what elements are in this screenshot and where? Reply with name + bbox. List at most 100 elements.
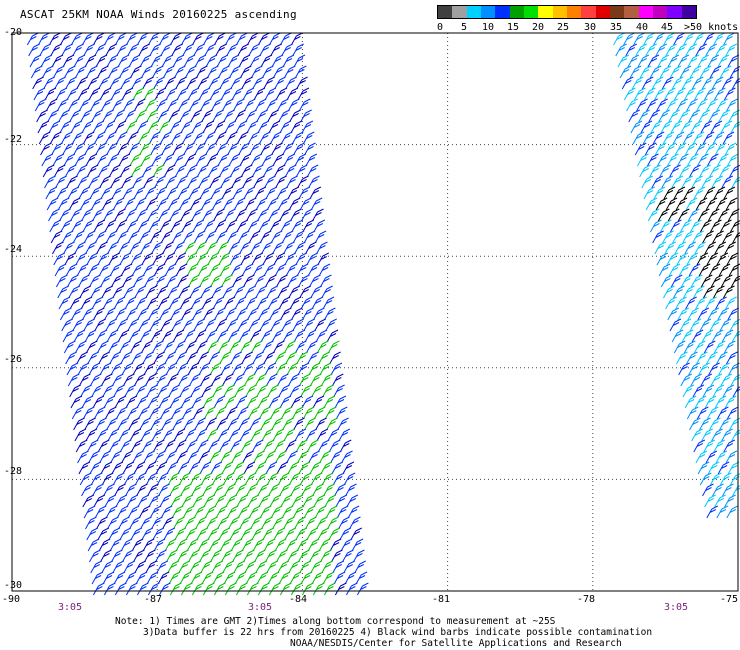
- legend-swatch: [438, 6, 453, 18]
- wind-barb: [103, 395, 116, 409]
- wind-barb: [308, 362, 321, 376]
- wind-barb: [643, 186, 656, 200]
- wind-barb: [710, 120, 723, 134]
- wind-barb: [311, 384, 323, 398]
- wind-barb: [639, 65, 652, 79]
- wind-barb: [673, 186, 686, 200]
- wind-barb: [116, 505, 129, 519]
- wind-barb: [229, 527, 242, 541]
- wind-barb: [219, 263, 232, 277]
- wind-barb: [125, 582, 138, 596]
- wind-barb: [236, 494, 249, 508]
- wind-barb: [59, 120, 72, 134]
- wind-barb: [137, 494, 150, 508]
- wind-barb: [250, 241, 262, 255]
- lat-label: -24: [4, 244, 23, 255]
- wind-barb: [306, 164, 319, 178]
- wind-barb: [247, 494, 260, 508]
- wind-barb: [300, 571, 313, 585]
- wind-barb: [151, 340, 164, 354]
- wind-barb: [191, 582, 204, 596]
- wind-barb: [92, 307, 105, 321]
- wind-barb: [148, 219, 161, 233]
- wind-barb: [278, 296, 291, 310]
- wind-barb: [211, 472, 224, 486]
- wind-barb: [226, 230, 239, 244]
- wind-barb: [232, 373, 245, 387]
- wind-barb: [712, 384, 725, 398]
- wind-barb: [126, 219, 139, 233]
- wind-barb: [90, 560, 102, 574]
- wind-barb: [60, 131, 73, 145]
- wind-barb: [673, 32, 685, 46]
- wind-barb: [683, 186, 696, 200]
- wind-barb: [325, 505, 338, 519]
- wind-barb: [262, 527, 275, 541]
- wind-barb: [228, 65, 241, 79]
- wind-barb: [239, 340, 252, 354]
- wind-barb: [233, 285, 245, 299]
- wind-barb: [659, 164, 671, 178]
- wind-barb: [183, 142, 195, 156]
- wind-barb: [107, 428, 120, 442]
- wind-barb: [86, 164, 99, 178]
- wind-barb: [282, 329, 295, 343]
- wind-barb: [278, 384, 290, 398]
- wind-barb: [206, 241, 218, 255]
- wind-barb: [164, 538, 177, 552]
- wind-barb: [300, 296, 313, 310]
- wind-barb: [273, 439, 286, 453]
- wind-barb: [165, 87, 178, 101]
- wind-barb: [702, 483, 714, 497]
- wind-barb: [204, 318, 216, 332]
- wind-barb: [126, 131, 139, 145]
- wind-barb: [301, 395, 314, 409]
- wind-barb: [172, 142, 184, 156]
- wind-barb: [710, 219, 722, 233]
- wind-barb: [656, 252, 669, 266]
- wind-barb: [687, 54, 700, 68]
- wind-barb: [670, 274, 683, 288]
- wind-barb: [207, 252, 219, 266]
- wind-barb: [268, 307, 281, 321]
- wind-barb: [713, 87, 726, 101]
- wind-barb: [148, 494, 161, 508]
- wind-barb: [637, 153, 649, 167]
- wind-barb: [74, 340, 87, 354]
- wind-barb: [272, 340, 285, 354]
- wind-barb: [236, 131, 249, 145]
- wind-barb: [123, 472, 136, 486]
- wind-barb: [169, 395, 182, 409]
- wind-barb: [93, 406, 106, 420]
- wind-barb: [687, 153, 699, 167]
- wind-barb: [118, 340, 131, 354]
- wind-barb: [205, 54, 218, 68]
- wind-barb: [79, 285, 91, 299]
- wind-barb: [208, 76, 220, 90]
- lat-label: -26: [4, 354, 23, 365]
- legend-label: 25: [557, 22, 570, 33]
- wind-barb: [630, 120, 643, 134]
- wind-barb: [284, 439, 297, 453]
- wind-barb: [104, 219, 117, 233]
- wind-barb: [96, 153, 109, 167]
- wind-barb: [203, 494, 216, 508]
- wind-barb: [634, 142, 647, 156]
- wind-barb: [114, 307, 127, 321]
- wind-barb: [222, 472, 235, 486]
- wind-barb: [349, 516, 361, 530]
- chart-title: ASCAT 25KM NOAA Winds 20160225 ascending: [20, 8, 297, 21]
- wind-barb: [725, 450, 738, 464]
- wind-barb: [320, 373, 333, 387]
- pass-time: 3:05: [664, 602, 689, 613]
- wind-barb: [698, 362, 710, 376]
- wind-barb: [696, 98, 708, 112]
- wind-barb: [161, 54, 174, 68]
- wind-barb: [76, 263, 89, 277]
- wind-barb: [163, 164, 176, 178]
- wind-barb: [284, 164, 297, 178]
- wind-barb: [635, 43, 647, 57]
- wind-barb: [335, 494, 348, 508]
- map-frame: [11, 32, 739, 592]
